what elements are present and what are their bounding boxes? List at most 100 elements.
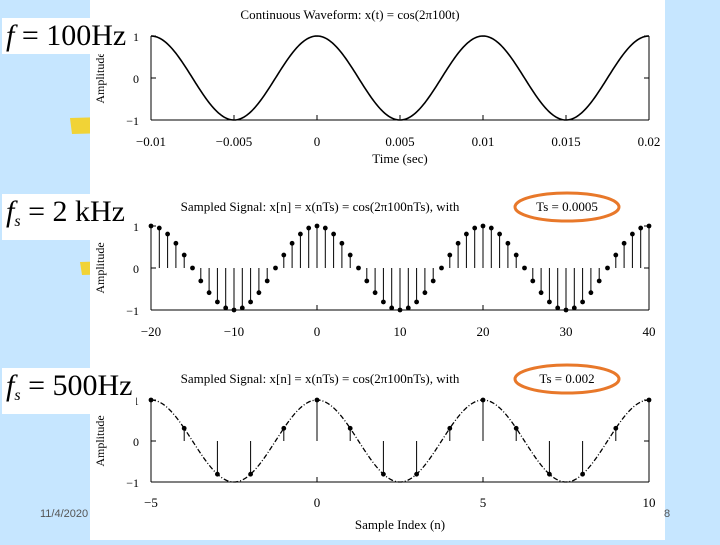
x-tick-label: 0.01 [472, 134, 495, 149]
x-tick-label: 0 [314, 495, 321, 510]
chart-title: Sampled Signal: x[n] = x(nTs) = cos(2π10… [181, 371, 460, 386]
stem-marker [215, 299, 220, 305]
stem-marker [580, 471, 585, 477]
stem-marker [364, 278, 370, 284]
stem-marker [173, 240, 179, 246]
stem-marker [555, 305, 561, 311]
stem-marker [480, 223, 486, 229]
y-tick-label: 1 [133, 30, 139, 44]
y-tick-label: 0 [133, 435, 139, 449]
stem-marker [563, 307, 569, 313]
x-tick-label: 0.02 [638, 134, 661, 149]
stem-marker [405, 305, 411, 311]
stem-marker [339, 240, 345, 246]
stem-marker [547, 299, 552, 305]
stem-marker [630, 231, 635, 237]
stem-marker [638, 225, 644, 231]
fs1-label: fs = 2 kHz [2, 194, 129, 240]
x-axis-label: Sample Index (n) [355, 517, 445, 532]
y-tick-label: −1 [126, 476, 139, 490]
stem-marker [646, 397, 652, 403]
stem-marker [248, 471, 254, 477]
stem-marker [289, 240, 295, 246]
fs2-label: fs = 500Hz [2, 368, 137, 414]
x-tick-label: −0.005 [216, 134, 253, 149]
stem-marker [530, 278, 536, 284]
y-tick-label: −1 [126, 114, 139, 128]
stem-marker [646, 223, 652, 229]
stem-marker [347, 425, 353, 431]
stem-marker [273, 265, 278, 271]
x-tick-label: 0 [314, 134, 321, 149]
fs2-symbol: f [6, 369, 15, 402]
chart-title-highlight: Ts = 0.0005 [536, 199, 598, 214]
x-tick-label: 0.015 [551, 134, 580, 149]
f-label: f = 100Hz [2, 18, 131, 54]
stem-marker [472, 225, 478, 231]
stem-marker [190, 265, 195, 271]
stem-marker [505, 240, 511, 246]
stem-marker [198, 278, 204, 284]
fs1-symbol: f [6, 195, 15, 228]
slide-date: 11/4/2020 [40, 508, 89, 520]
stem-marker [538, 290, 544, 296]
stem-marker [331, 231, 336, 237]
stem-marker [372, 290, 378, 296]
stem-marker [148, 223, 154, 229]
stem-marker [381, 299, 386, 305]
fs1-value: = 2 kHz [28, 195, 125, 228]
chart-title-highlight: Ts = 0.002 [539, 371, 594, 386]
y-tick-label: 1 [133, 220, 139, 234]
y-axis-label: Amplitude [93, 242, 107, 293]
chart-title: Sampled Signal: x[n] = x(nTs) = cos(2π10… [181, 199, 460, 214]
f-value: = 100Hz [21, 19, 127, 52]
y-tick-label: 0 [133, 72, 139, 86]
stem-marker [422, 290, 428, 296]
stem-marker [613, 425, 619, 431]
y-tick-label: 0 [133, 262, 139, 276]
stem-marker [513, 252, 519, 258]
stem-marker [347, 252, 353, 258]
fs1-subscript: s [14, 213, 21, 230]
x-tick-label: 10 [394, 324, 407, 339]
stem-marker [580, 299, 585, 305]
stem-marker [414, 299, 419, 305]
x-tick-label: −5 [144, 495, 158, 510]
stem-marker [414, 471, 419, 477]
stem-marker [281, 425, 287, 431]
waveform-line [150, 35, 650, 121]
stem-marker [447, 425, 453, 431]
stem-marker [605, 265, 610, 271]
y-axis-label: Amplitude [93, 415, 107, 466]
stem-marker [522, 265, 527, 271]
figure-panel: Continuous Waveform: x(t) = cos(2π100t) 1… [90, 0, 665, 540]
x-tick-label: 5 [480, 495, 487, 510]
stem-marker [281, 252, 287, 258]
stem-marker [596, 278, 602, 284]
stem-marker [588, 290, 594, 296]
stem-marker [181, 425, 187, 431]
x-tick-label: 40 [643, 324, 656, 339]
x-tick-label: 0 [314, 324, 321, 339]
stem-marker [439, 265, 444, 271]
plots-svg: Continuous Waveform: x(t) = cos(2π100t) 1… [93, 7, 661, 532]
x-tick-label: −0.01 [136, 134, 166, 149]
f-symbol: f [6, 19, 15, 52]
stem-marker [356, 265, 361, 271]
stem-marker [464, 231, 469, 237]
stem-marker [322, 225, 328, 231]
fs2-subscript: s [14, 387, 21, 404]
highlight-ellipse [513, 191, 621, 223]
highlight-ellipse [513, 363, 621, 395]
x-tick-label: 20 [477, 324, 490, 339]
stem-marker [480, 397, 486, 403]
stem-marker [314, 223, 320, 229]
stem-marker [455, 240, 461, 246]
stem-marker [248, 299, 254, 305]
stem-marker [547, 471, 552, 477]
stem-marker [156, 225, 162, 231]
fs2-value: = 500Hz [28, 369, 133, 402]
stem-marker [314, 397, 320, 403]
stem-marker [239, 305, 245, 311]
